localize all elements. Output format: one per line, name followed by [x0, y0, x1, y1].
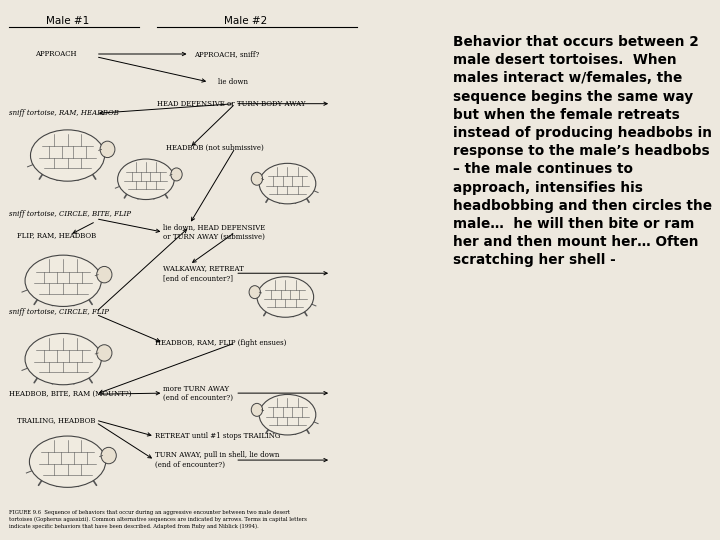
- Ellipse shape: [30, 436, 106, 487]
- Ellipse shape: [96, 266, 112, 283]
- Ellipse shape: [100, 141, 115, 158]
- Text: TRAILING, HEADBOB: TRAILING, HEADBOB: [17, 416, 96, 424]
- Ellipse shape: [251, 403, 263, 416]
- Ellipse shape: [259, 163, 316, 204]
- Text: more TURN AWAY
(end of encounter?): more TURN AWAY (end of encounter?): [163, 384, 233, 402]
- Text: TURN AWAY, pull in shell, lie down
(end of encounter?): TURN AWAY, pull in shell, lie down (end …: [155, 451, 279, 469]
- Ellipse shape: [259, 394, 316, 435]
- Text: FIGURE 9.6  Sequence of behaviors that occur during an aggressive encounter betw: FIGURE 9.6 Sequence of behaviors that oc…: [9, 510, 307, 529]
- Text: HEAD DEFENSIVE or TURN BODY AWAY: HEAD DEFENSIVE or TURN BODY AWAY: [157, 100, 305, 107]
- Text: Male #1: Male #1: [46, 16, 89, 25]
- Ellipse shape: [25, 333, 102, 384]
- Ellipse shape: [171, 168, 182, 181]
- Text: WALKAWAY, RETREAT
[end of encounter?]: WALKAWAY, RETREAT [end of encounter?]: [163, 265, 244, 282]
- Text: RETREAT until #1 stops TRAILING: RETREAT until #1 stops TRAILING: [155, 433, 280, 440]
- Text: lie down, HEAD DEFENSIVE
or TURN AWAY (submissive): lie down, HEAD DEFENSIVE or TURN AWAY (s…: [163, 224, 266, 241]
- Ellipse shape: [30, 130, 104, 181]
- Text: HEADBOB (not submissive): HEADBOB (not submissive): [166, 144, 264, 152]
- Text: lie down: lie down: [217, 78, 248, 86]
- Text: HEADBOB, RAM, FLIP (fight ensues): HEADBOB, RAM, FLIP (fight ensues): [155, 339, 286, 347]
- Ellipse shape: [117, 159, 174, 199]
- Ellipse shape: [249, 286, 261, 299]
- Text: Behavior that occurs between 2
male desert tortoises.  When
males interact w/fem: Behavior that occurs between 2 male dese…: [453, 35, 711, 267]
- Ellipse shape: [257, 276, 314, 317]
- Text: sniff tortoise, RAM, HEADBOB: sniff tortoise, RAM, HEADBOB: [9, 110, 119, 117]
- Text: Male #2: Male #2: [225, 16, 268, 25]
- Text: APPROACH: APPROACH: [35, 50, 76, 58]
- Text: sniff tortoise, CIRCLE, BITE, FLIP: sniff tortoise, CIRCLE, BITE, FLIP: [9, 211, 131, 218]
- Text: HEADBOB, BITE, RAM (MOUNT?): HEADBOB, BITE, RAM (MOUNT?): [9, 390, 131, 398]
- Text: sniff tortoise, CIRCLE, FLIP: sniff tortoise, CIRCLE, FLIP: [9, 308, 109, 316]
- Ellipse shape: [101, 447, 117, 464]
- Text: APPROACH, sniff?: APPROACH, sniff?: [194, 50, 259, 58]
- Ellipse shape: [251, 172, 263, 185]
- Text: FLIP, RAM, HEADBOB: FLIP, RAM, HEADBOB: [17, 231, 96, 239]
- Ellipse shape: [25, 255, 102, 307]
- Ellipse shape: [96, 345, 112, 361]
